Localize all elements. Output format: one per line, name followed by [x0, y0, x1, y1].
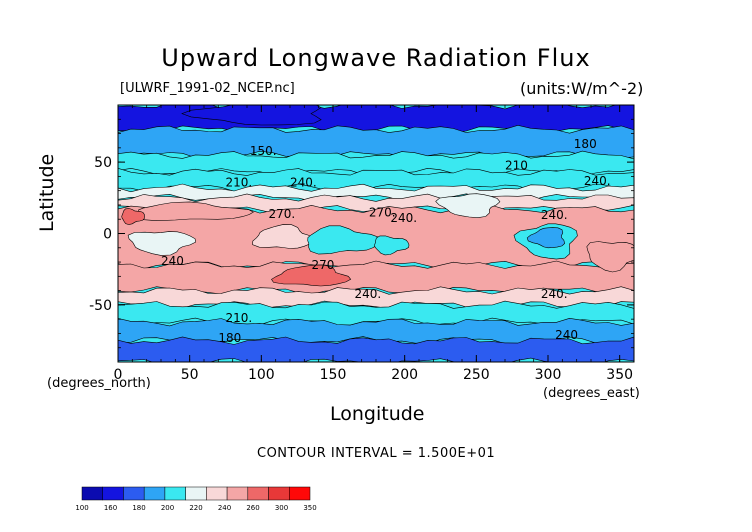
colorbar-label: 220 [189, 504, 202, 512]
contour-feature [127, 231, 196, 256]
colorbar-swatch [185, 486, 207, 501]
colorbar-swatch [143, 486, 166, 501]
contour-label: 240. [541, 208, 568, 222]
colorbar-swatch [164, 486, 186, 501]
colorbar-swatch [226, 486, 249, 501]
contour-band [118, 124, 634, 160]
contour-band [118, 260, 634, 295]
contour-band [118, 300, 634, 327]
chart-title: Upward Longwave Radiation Flux [161, 44, 591, 72]
colorbar-swatch [268, 486, 290, 501]
contour-label: 240. [290, 175, 317, 189]
contour-label: 240 [161, 254, 184, 268]
contour-label: 180 [218, 331, 241, 345]
contour-feature [252, 224, 315, 249]
x-tick-label: 250 [463, 367, 490, 383]
contour-interval-label: CONTOUR INTERVAL = 1.500E+01 [257, 446, 496, 461]
contour-label: 270. [269, 207, 296, 221]
contour-label: 180 [574, 137, 597, 151]
colorbar-label: 100 [75, 504, 88, 512]
colorbar-label: 160 [104, 504, 117, 512]
contour-label: 240. [355, 287, 382, 301]
y-tick-label: 50 [94, 155, 112, 171]
x-tick-label: 0 [114, 367, 123, 383]
x-tick-label: 200 [391, 367, 418, 383]
colorbar-label: 300 [275, 504, 288, 512]
contour-label: 150. [250, 144, 277, 158]
dataset-name: [ULWRF_1991-02_NCEP.nc] [120, 81, 295, 96]
contour-label: 210. [226, 175, 253, 189]
x-tick-label: 300 [535, 367, 562, 383]
contour-label: 240. [584, 174, 611, 188]
y-axis-units: (degrees_north) [47, 376, 151, 391]
x-tick-label: 150 [320, 367, 347, 383]
contour-feature [181, 105, 322, 126]
contour-label: 210. [226, 311, 253, 325]
y-tick-label: 0 [103, 227, 112, 243]
x-tick-label: 100 [248, 367, 275, 383]
x-tick-label: 350 [606, 367, 633, 383]
contour-feature [121, 208, 145, 225]
x-axis-label: Longitude [330, 403, 425, 425]
contour-label: 210 [505, 158, 528, 172]
contour-feature [526, 227, 566, 249]
contour-label: 270. [369, 205, 396, 219]
contour-label: 240. [390, 211, 417, 225]
x-tick-label: 50 [181, 367, 199, 383]
colorbar-label: 240 [218, 504, 231, 512]
contour-label: 240. [541, 287, 568, 301]
colorbar-swatch [206, 486, 228, 501]
contour-feature [586, 241, 634, 273]
units-label: (units:W/m^-2) [520, 79, 644, 98]
colorbar-swatch [247, 486, 269, 501]
x-axis-units: (degrees_east) [543, 386, 640, 401]
contour-feature [307, 225, 380, 255]
y-axis-label: Latitude [36, 153, 58, 232]
contour-band [118, 336, 634, 362]
colorbar-swatch [81, 486, 103, 501]
colorbar-label: 350 [303, 504, 316, 512]
y-tick-label: -50 [89, 298, 112, 314]
colorbar-swatch [102, 486, 124, 501]
contour-label: 270 [312, 258, 335, 272]
contour-feature [271, 264, 352, 287]
contour-label: 240 [555, 328, 578, 342]
contour-feature [374, 235, 410, 256]
colorbar-label: 260 [246, 504, 259, 512]
colorbar-label: 180 [132, 504, 145, 512]
contour-feature [435, 193, 501, 219]
colorbar-swatch [289, 486, 311, 501]
colorbar-label: 200 [161, 504, 174, 512]
colorbar-swatch [123, 486, 145, 501]
